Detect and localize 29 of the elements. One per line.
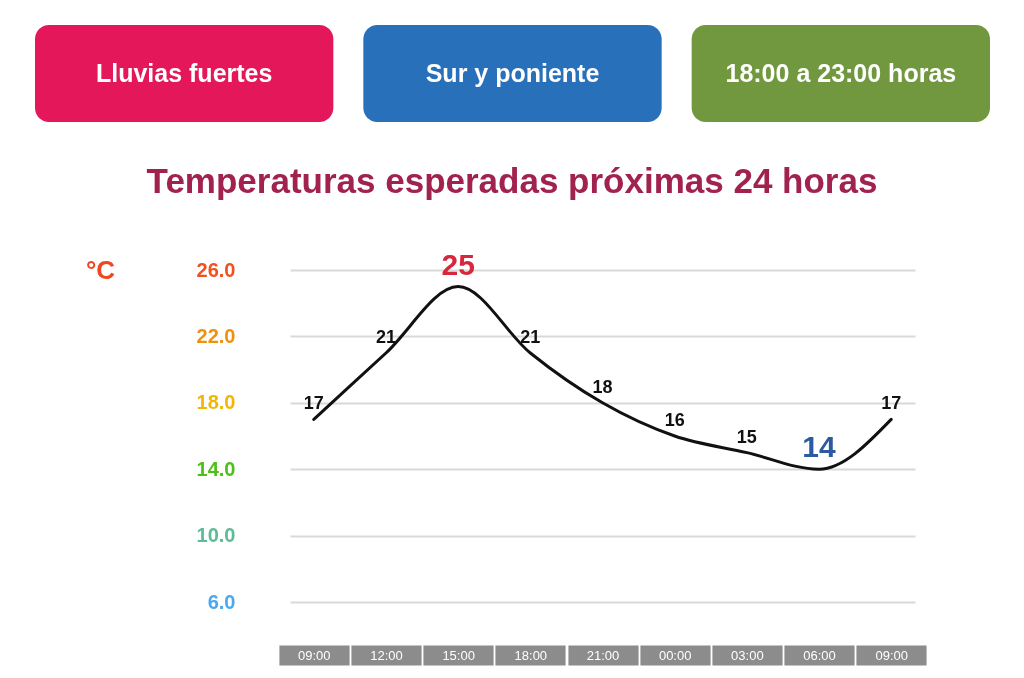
x-tick-label: 12:00: [370, 647, 403, 663]
x-tick-label: 15:00: [442, 647, 475, 663]
text: Lluvias fuertes: [95, 59, 273, 87]
x-tick-label: 18:00: [514, 647, 548, 663]
x-tick-label: 09:00: [875, 647, 908, 663]
x-tick-label: 06:00: [803, 647, 836, 663]
x-tick-label: 09:00: [298, 647, 331, 663]
text: 18:00 a 23:00 horas: [725, 59, 957, 87]
y-tick-label: 26.0: [196, 258, 236, 281]
data-label: 17: [303, 393, 324, 414]
data-label: 15: [736, 426, 757, 447]
y-tick-label: 14.0: [196, 457, 236, 480]
chart-title: Temperaturas esperadas próximas 24 horas: [146, 160, 878, 200]
x-tick-label: 00:00: [658, 647, 692, 663]
data-label: 16: [664, 410, 685, 430]
data-label: 18: [592, 376, 613, 397]
data-label: 25: [441, 247, 475, 281]
data-label: 21: [375, 327, 396, 347]
text: Sur y poniente: [425, 59, 600, 87]
data-label: 14: [802, 430, 837, 464]
data-label: 21: [520, 327, 541, 347]
y-tick-label: 18.0: [196, 391, 236, 414]
x-tick-label: 21:00: [586, 647, 620, 663]
y-axis-title: °C: [85, 254, 116, 285]
x-tick-label: 03:00: [731, 647, 764, 663]
data-label: 17: [881, 393, 902, 414]
y-tick-label: 22.0: [196, 324, 236, 347]
y-tick-label: 10.0: [196, 524, 236, 547]
y-tick-label: 6.0: [207, 590, 236, 613]
